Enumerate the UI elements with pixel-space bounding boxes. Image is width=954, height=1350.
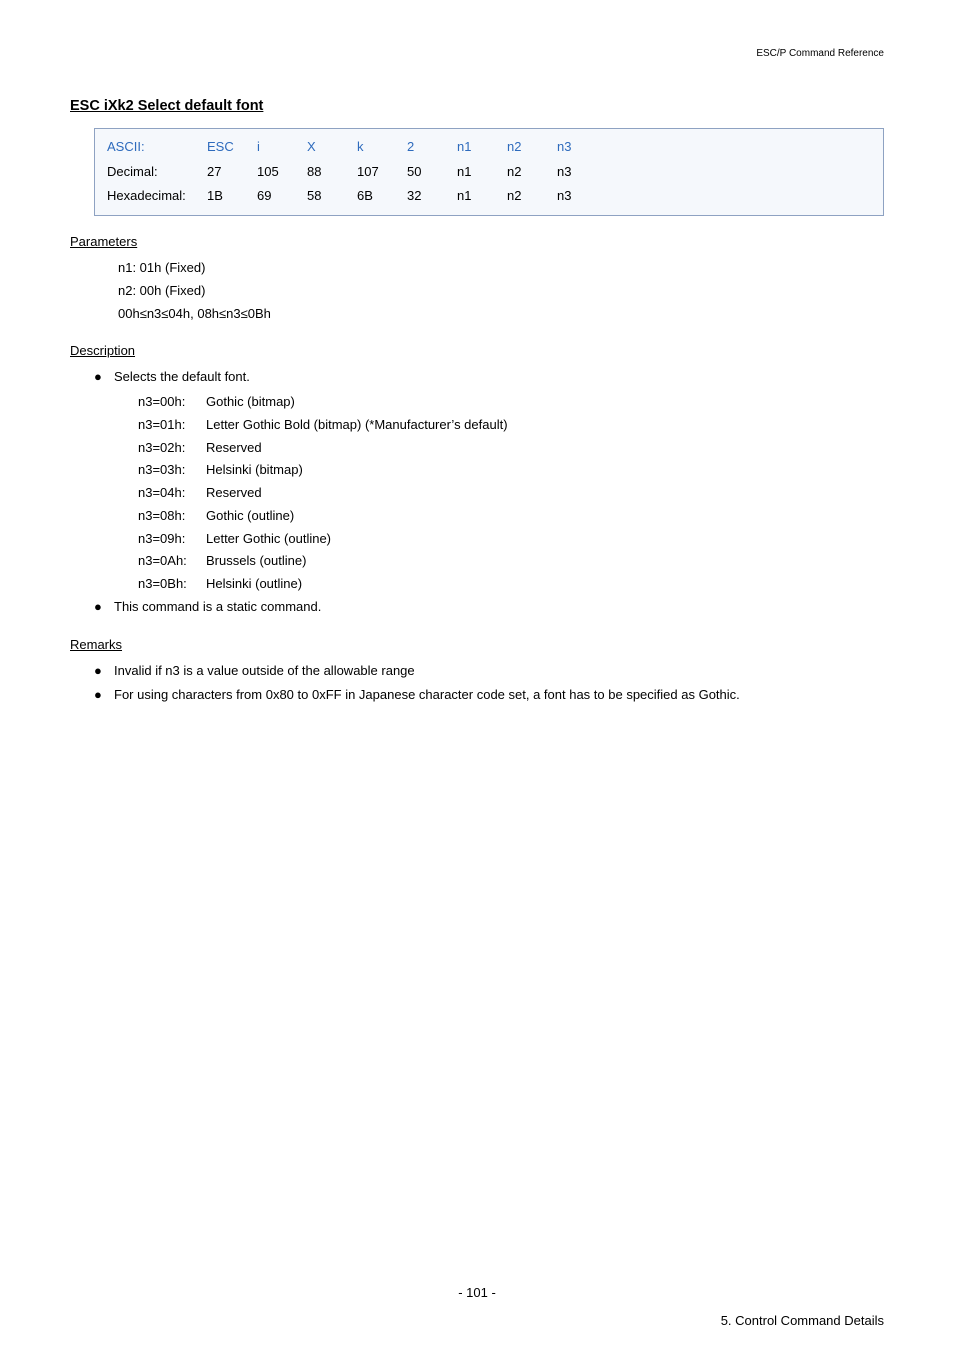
table-cell: X — [307, 135, 357, 160]
sub-item: n3=09h:Letter Gothic (outline) — [138, 528, 884, 551]
sub-key: n3=01h: — [138, 414, 206, 437]
sub-item: n3=02h:Reserved — [138, 437, 884, 460]
row-label: Hexadecimal: — [107, 184, 207, 209]
table-cell: 105 — [257, 160, 307, 185]
table-cell: 32 — [407, 184, 457, 209]
parameter-line: n2: 00h (Fixed) — [118, 280, 884, 303]
sub-key: n3=02h: — [138, 437, 206, 460]
table-cell: ESC — [207, 135, 257, 160]
table-cell: 88 — [307, 160, 357, 185]
bullet-item: ●Selects the default font. — [94, 366, 884, 389]
bullet-dot-icon: ● — [94, 660, 114, 683]
table-cell: n3 — [557, 135, 607, 160]
sub-value: Reserved — [206, 437, 262, 460]
table-row: Hexadecimal:1B69586B32n1n2n3 — [107, 184, 871, 209]
row-label: ASCII: — [107, 135, 207, 160]
bullet-text: This command is a static command. — [114, 596, 884, 619]
table-cell: n1 — [457, 135, 507, 160]
table-cell: k — [357, 135, 407, 160]
sub-item: n3=00h:Gothic (bitmap) — [138, 391, 884, 414]
sub-list: n3=00h:Gothic (bitmap)n3=01h:Letter Goth… — [138, 391, 884, 596]
sub-value: Helsinki (outline) — [206, 573, 302, 596]
table-cell: 27 — [207, 160, 257, 185]
sub-key: n3=08h: — [138, 505, 206, 528]
bullet-item: ●This command is a static command. — [94, 596, 884, 619]
sub-value: Letter Gothic Bold (bitmap) (*Manufactur… — [206, 414, 508, 437]
bullet-text: For using characters from 0x80 to 0xFF i… — [114, 684, 884, 707]
command-table: ASCII:ESCiXk2n1n2n3Decimal:271058810750n… — [94, 128, 884, 216]
sub-item: n3=0Ah:Brussels (outline) — [138, 550, 884, 573]
table-cell: n2 — [507, 135, 557, 160]
table-cell: n1 — [457, 184, 507, 209]
table-cell: n2 — [507, 184, 557, 209]
sub-value: Brussels (outline) — [206, 550, 306, 573]
parameter-line: n1: 01h (Fixed) — [118, 257, 884, 280]
parameters-heading: Parameters — [70, 234, 884, 249]
sub-key: n3=04h: — [138, 482, 206, 505]
table-cell: n2 — [507, 160, 557, 185]
bullet-dot-icon: ● — [94, 596, 114, 619]
parameter-line: 00h≤n3≤04h, 08h≤n3≤0Bh — [118, 303, 884, 326]
table-row: Decimal:271058810750n1n2n3 — [107, 160, 871, 185]
bullet-dot-icon: ● — [94, 366, 114, 389]
remarks-list: ●Invalid if n3 is a value outside of the… — [94, 660, 884, 708]
table-cell: 6B — [357, 184, 407, 209]
sub-value: Reserved — [206, 482, 262, 505]
table-row: ASCII:ESCiXk2n1n2n3 — [107, 135, 871, 160]
footer-section: 5. Control Command Details — [721, 1313, 884, 1328]
description-heading: Description — [70, 343, 884, 358]
header-right: ESC/P Command Reference — [756, 48, 884, 59]
table-cell: n3 — [557, 184, 607, 209]
table-cell: i — [257, 135, 307, 160]
table-cell: 69 — [257, 184, 307, 209]
sub-key: n3=0Bh: — [138, 573, 206, 596]
footer-page-number: - 101 - — [0, 1285, 954, 1300]
bullet-dot-icon: ● — [94, 684, 114, 707]
sub-item: n3=08h:Gothic (outline) — [138, 505, 884, 528]
remarks-heading: Remarks — [70, 637, 884, 652]
bullet-item: ●For using characters from 0x80 to 0xFF … — [94, 684, 884, 707]
description-list: ●Selects the default font.n3=00h:Gothic … — [94, 366, 884, 618]
table-cell: 2 — [407, 135, 457, 160]
sub-value: Letter Gothic (outline) — [206, 528, 331, 551]
sub-key: n3=0Ah: — [138, 550, 206, 573]
page-footer: - 101 - 5. Control Command Details — [0, 1285, 954, 1300]
page-title: ESC iXk2 Select default font — [70, 98, 884, 114]
sub-item: n3=04h:Reserved — [138, 482, 884, 505]
sub-item: n3=0Bh:Helsinki (outline) — [138, 573, 884, 596]
table-cell: 1B — [207, 184, 257, 209]
table-cell: n1 — [457, 160, 507, 185]
table-cell: 50 — [407, 160, 457, 185]
sub-key: n3=00h: — [138, 391, 206, 414]
sub-value: Helsinki (bitmap) — [206, 459, 303, 482]
row-label: Decimal: — [107, 160, 207, 185]
table-cell: 58 — [307, 184, 357, 209]
bullet-text: Invalid if n3 is a value outside of the … — [114, 660, 884, 683]
sub-key: n3=03h: — [138, 459, 206, 482]
sub-item: n3=03h:Helsinki (bitmap) — [138, 459, 884, 482]
parameters-block: n1: 01h (Fixed)n2: 00h (Fixed)00h≤n3≤04h… — [118, 257, 884, 325]
table-cell: n3 — [557, 160, 607, 185]
bullet-item: ●Invalid if n3 is a value outside of the… — [94, 660, 884, 683]
sub-value: Gothic (bitmap) — [206, 391, 295, 414]
sub-key: n3=09h: — [138, 528, 206, 551]
bullet-text: Selects the default font. — [114, 366, 884, 389]
table-cell: 107 — [357, 160, 407, 185]
sub-item: n3=01h:Letter Gothic Bold (bitmap) (*Man… — [138, 414, 884, 437]
sub-value: Gothic (outline) — [206, 505, 294, 528]
